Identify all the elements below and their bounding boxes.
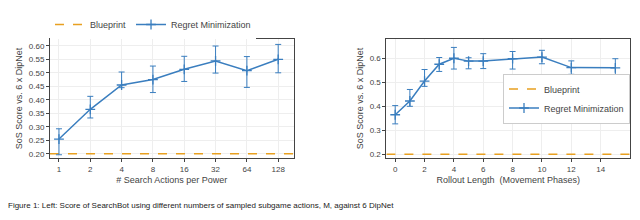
svg-text:2: 2: [422, 165, 427, 174]
svg-text:0.2: 0.2: [370, 150, 382, 159]
svg-text:12: 12: [567, 165, 576, 174]
svg-text:16: 16: [180, 165, 189, 174]
svg-text:8: 8: [151, 165, 156, 174]
svg-text:Regret Minimization: Regret Minimization: [171, 20, 251, 30]
svg-text:128: 128: [272, 165, 286, 174]
svg-text:0.50: 0.50: [29, 69, 45, 78]
svg-text:0.6: 0.6: [370, 54, 382, 63]
svg-text:8: 8: [510, 165, 515, 174]
svg-text:0.5: 0.5: [370, 78, 382, 87]
svg-text:0.30: 0.30: [29, 123, 45, 132]
svg-text:1: 1: [57, 165, 62, 174]
svg-text:0.55: 0.55: [29, 55, 45, 64]
svg-text:0.20: 0.20: [29, 150, 45, 159]
svg-text:0.40: 0.40: [29, 96, 45, 105]
svg-text:SoS Score vs. 6 x DipNet: SoS Score vs. 6 x DipNet: [355, 47, 365, 149]
svg-text:4: 4: [119, 165, 124, 174]
svg-text:64: 64: [242, 165, 251, 174]
svg-text:14: 14: [596, 165, 605, 174]
svg-text:0.60: 0.60: [29, 42, 45, 51]
svg-text:0.25: 0.25: [29, 136, 45, 145]
svg-text:Figure 1: Left: Score of Searc: Figure 1: Left: Score of SearchBot using…: [8, 201, 394, 210]
svg-text:Regret Minimization: Regret Minimization: [544, 104, 624, 114]
svg-text:0.35: 0.35: [29, 109, 45, 118]
svg-text:Blueprint: Blueprint: [544, 85, 580, 95]
svg-text:2: 2: [88, 165, 93, 174]
svg-text:# Search Actions per Power: # Search Actions per Power: [116, 175, 227, 185]
svg-text:Rollout Length (Movement Phas: Rollout Length (Movement Phases): [436, 175, 580, 185]
svg-text:0: 0: [393, 165, 398, 174]
svg-text:10: 10: [537, 165, 546, 174]
svg-text:0.4: 0.4: [370, 102, 382, 111]
svg-text:SoS Score vs. 6 x DipNet: SoS Score vs. 6 x DipNet: [14, 47, 24, 149]
svg-text:32: 32: [211, 165, 220, 174]
svg-text:4: 4: [452, 165, 457, 174]
svg-text:Blueprint: Blueprint: [90, 20, 126, 30]
svg-text:0.45: 0.45: [29, 82, 45, 91]
svg-text:0.3: 0.3: [370, 126, 382, 135]
svg-text:6: 6: [481, 165, 486, 174]
